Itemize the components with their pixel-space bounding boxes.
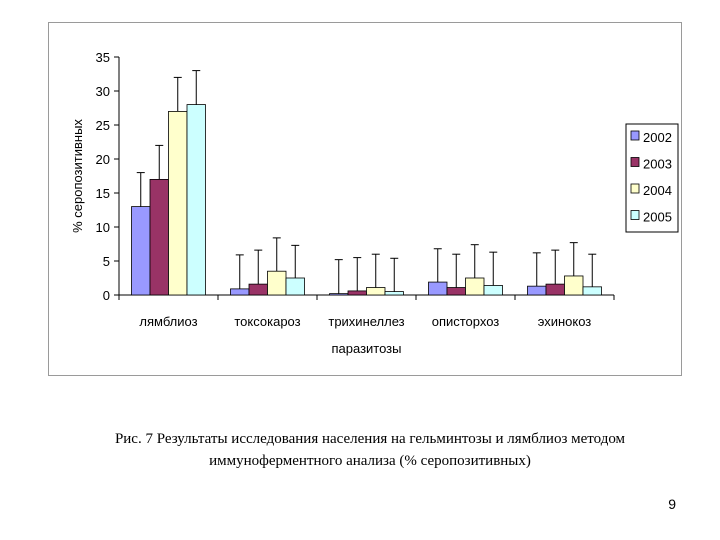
legend-swatch (630, 210, 640, 220)
legend-label: 2003 (643, 157, 672, 172)
y-tick-label: 20 (96, 152, 110, 167)
bar (545, 283, 565, 296)
x-tick-label: эхинокоз (538, 314, 592, 329)
bar-chart: 0 5 10 15 20 25 30 35 % серопозитивных лямблиоз то… (70, 50, 679, 356)
bar (582, 286, 602, 296)
bar (446, 287, 466, 296)
y-tick-label: 15 (96, 186, 110, 201)
figure-caption: Рис. 7 Результаты исследования населения… (50, 428, 690, 472)
y-tick-label: 0 (103, 288, 110, 303)
page-number: 9 (668, 496, 676, 512)
bar (248, 283, 268, 296)
bar (564, 275, 584, 296)
bar (230, 288, 250, 296)
legend-label: 2002 (643, 130, 672, 145)
x-tick-label: токсокароз (234, 314, 300, 329)
bar (168, 111, 188, 296)
y-axis-title: % серопозитивных (70, 119, 85, 233)
y-tick-label: 25 (96, 118, 110, 133)
bar (384, 291, 404, 296)
y-tick-label: 35 (96, 50, 110, 65)
legend-swatch (630, 130, 640, 141)
y-tick-label: 5 (103, 254, 110, 269)
chart-frame: 0 5 10 15 20 25 30 35 % серопозитивных лямблиоз то… (48, 22, 682, 376)
bar (347, 290, 367, 296)
x-tick-label: трихинеллез (328, 314, 404, 329)
y-tick-label: 10 (96, 220, 110, 235)
legend-swatch (630, 183, 640, 194)
bar (285, 277, 305, 296)
bar (465, 277, 485, 296)
bar (428, 281, 448, 296)
bar (483, 285, 503, 296)
bar (267, 270, 287, 296)
caption-line-1: Рис. 7 Результаты исследования населения… (114, 431, 626, 447)
legend-label: 2005 (643, 210, 672, 225)
legend-label: 2004 (643, 183, 672, 198)
x-tick-label: описторхоз (432, 314, 500, 329)
x-axis-title: паразитозы (331, 341, 401, 356)
bar (329, 293, 349, 296)
y-tick-label: 30 (96, 84, 110, 99)
bar (186, 104, 206, 296)
bar (131, 206, 151, 296)
x-tick-label: лямблиоз (139, 314, 197, 329)
legend-swatch (630, 157, 640, 167)
bar (527, 285, 547, 296)
caption-line-2: иммуноферментного анализа (% серопозитив… (209, 453, 531, 469)
bar (149, 178, 169, 296)
bar (366, 287, 386, 296)
